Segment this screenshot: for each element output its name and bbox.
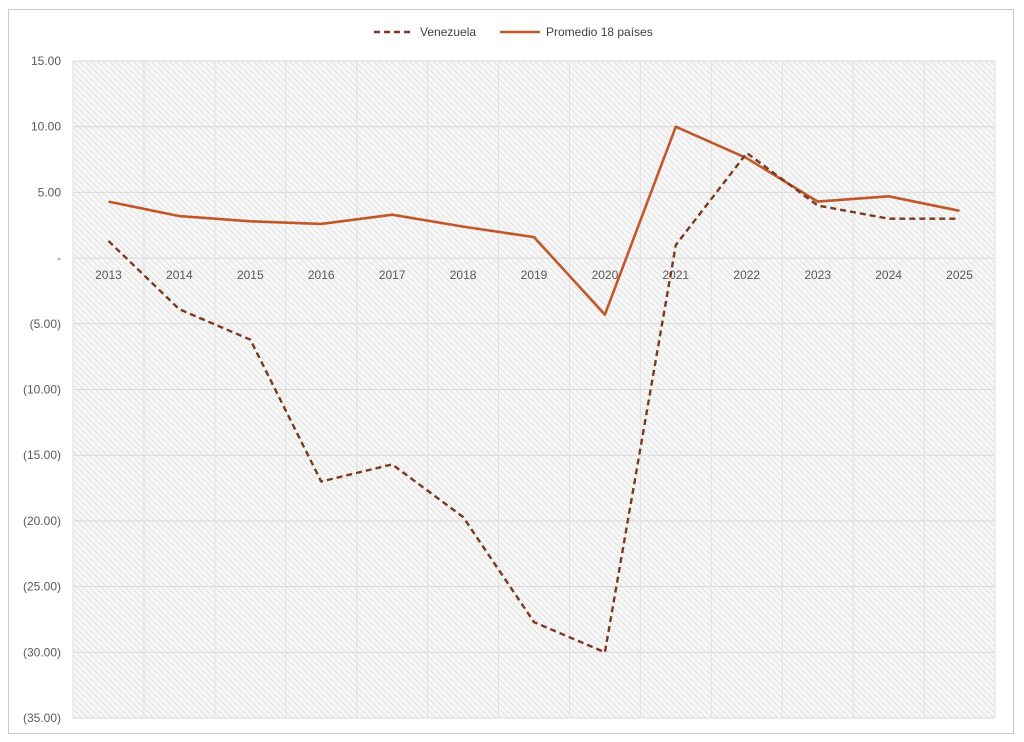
x-tick-label: 2022 <box>733 268 760 282</box>
y-tick-label: (15.00) <box>23 448 61 462</box>
y-tick-label: (5.00) <box>30 317 61 331</box>
y-tick-label: (35.00) <box>23 711 61 725</box>
x-tick-label: 2014 <box>166 268 193 282</box>
y-axis-ticks: 15.00 10.00 5.00 - (5.00) (10.00) (15.00) (20.0… <box>23 54 61 725</box>
x-tick-label: 2015 <box>237 268 264 282</box>
x-tick-label: 2024 <box>875 268 902 282</box>
y-tick-label: (25.00) <box>23 580 61 594</box>
legend-label: Venezuela <box>420 25 476 39</box>
x-tick-label: 2017 <box>379 268 406 282</box>
y-tick-label: - <box>57 251 61 265</box>
x-tick-label: 2013 <box>95 268 122 282</box>
legend: Venezuela Promedio 18 países <box>374 25 653 39</box>
series-line-venezuela <box>107 151 960 654</box>
x-tick-label: 2016 <box>308 268 335 282</box>
x-tick-label: 2018 <box>450 268 477 282</box>
x-tick-label: 2025 <box>946 268 973 282</box>
y-tick-label: (30.00) <box>23 645 61 659</box>
x-tick-label: 2021 <box>662 268 689 282</box>
x-tick-label: 2023 <box>804 268 831 282</box>
y-tick-label: (20.00) <box>23 514 61 528</box>
series-lines <box>107 125 960 654</box>
x-tick-label: 2020 <box>592 268 619 282</box>
series-line-promedio-18-pa-ses <box>108 125 960 316</box>
y-tick-label: (10.00) <box>23 383 61 397</box>
gridlines <box>72 60 996 719</box>
y-tick-label: 15.00 <box>31 54 61 68</box>
x-axis-ticks: 2013 2014 2015 2016 2017 2018 2019 2020 2021 2022… <box>95 268 973 282</box>
y-tick-label: 10.00 <box>31 120 61 134</box>
y-tick-label: 5.00 <box>38 185 62 199</box>
legend-label: Promedio 18 países <box>546 25 653 39</box>
x-tick-label: 2019 <box>521 268 548 282</box>
